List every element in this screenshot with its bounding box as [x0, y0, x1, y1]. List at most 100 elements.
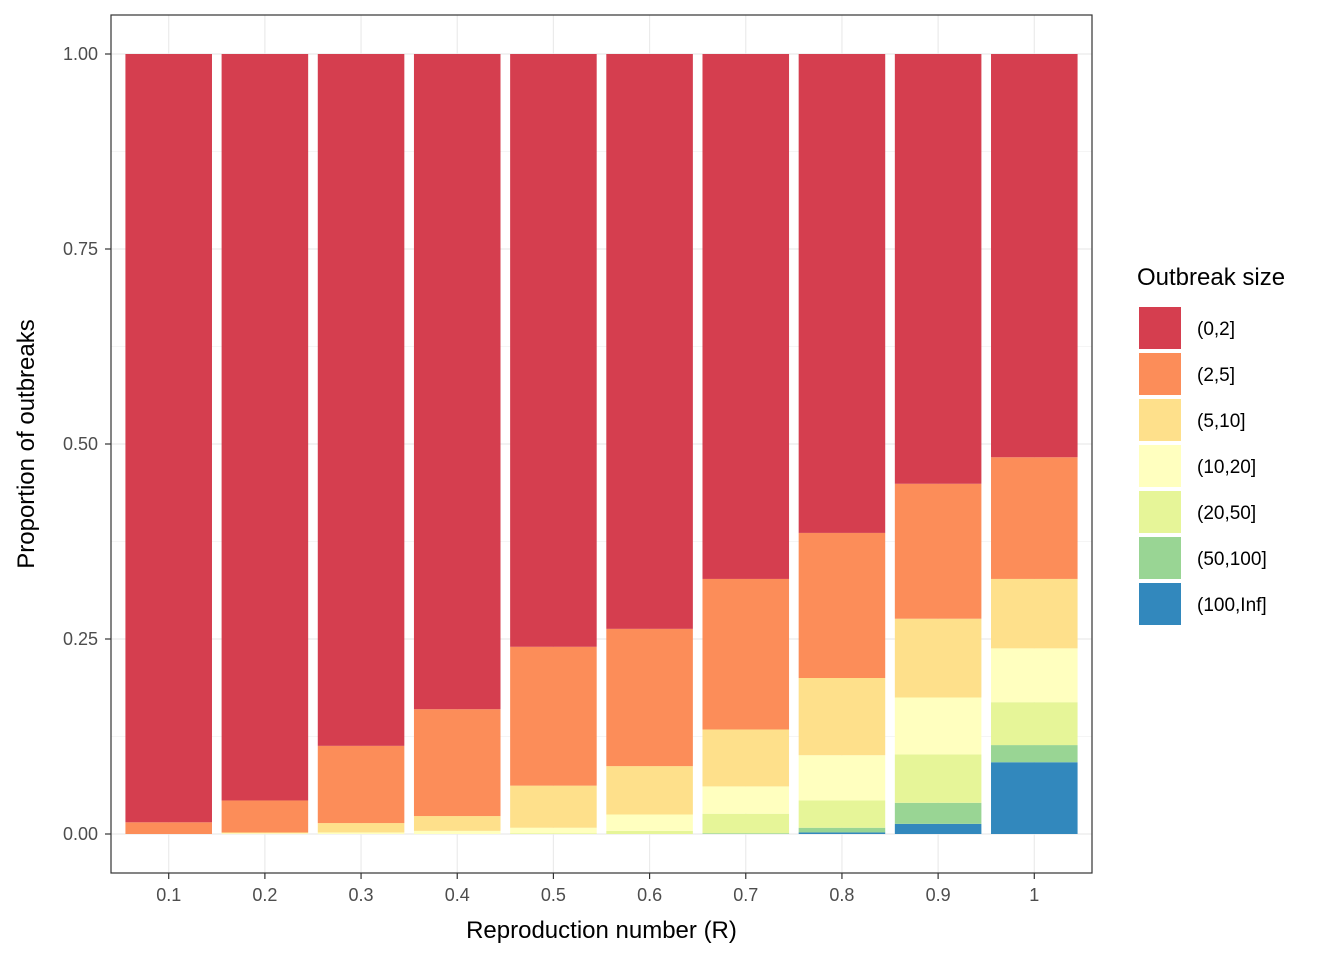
legend-swatch [1139, 399, 1181, 441]
legend-item: (2,5] [1139, 353, 1235, 395]
y-tick-label: 0.00 [63, 824, 98, 844]
legend-item: (5,10] [1139, 399, 1246, 441]
y-tick-label: 0.75 [63, 239, 98, 259]
bar-segment [991, 457, 1078, 579]
bar-segment [317, 54, 405, 746]
legend-item: (20,50] [1139, 491, 1256, 533]
x-tick-label: 0.8 [829, 885, 854, 905]
bar-segment [894, 802, 982, 824]
legend-label: (2,5] [1197, 365, 1235, 386]
bar-segment [894, 823, 982, 834]
bar-segment [413, 709, 501, 817]
x-axis: 0.1 0.2 0.3 0.4 0.5 0.6 0.7 0.8 0.9 1 [156, 873, 1039, 905]
x-axis-title: Reproduction number (R) [466, 917, 737, 944]
bar-segment [702, 578, 790, 730]
bar-segment [991, 578, 1078, 649]
bar-segment [702, 813, 790, 834]
x-tick-label: 0.6 [637, 885, 662, 905]
legend-swatch [1139, 445, 1181, 487]
x-tick-label: 0.3 [349, 885, 374, 905]
bar-segment [798, 832, 886, 834]
bar-segment [798, 678, 886, 756]
x-tick-label: 0.2 [252, 885, 277, 905]
bar-segment [221, 832, 309, 834]
bar-segment [510, 54, 597, 647]
y-tick-label: 0.50 [63, 434, 98, 454]
legend-label: (10,20] [1197, 457, 1256, 478]
legend-label: (20,50] [1197, 503, 1256, 524]
bar-stack-0.2 [221, 54, 309, 834]
bar-stack-0.5 [510, 54, 597, 834]
bar-segment [510, 646, 597, 786]
bar-segment [894, 483, 982, 619]
legend-swatch [1139, 537, 1181, 579]
bar-segment [702, 54, 790, 579]
legend-item: (100,Inf] [1139, 583, 1267, 625]
x-tick-label: 0.5 [541, 885, 566, 905]
bar-segment [317, 832, 405, 834]
bar-segment [125, 822, 212, 834]
bar-stack-0.1 [125, 54, 212, 834]
bar-stack-0.8 [798, 54, 886, 834]
bar-segment [606, 766, 693, 815]
bar-segment [991, 54, 1078, 458]
y-axis-title: Proportion of outbreaks [13, 319, 40, 568]
legend-label: (0,2] [1197, 319, 1235, 340]
legend-item: (0,2] [1139, 307, 1235, 349]
bar-segment [606, 814, 693, 831]
bar-segment [894, 754, 982, 803]
bar-segment [606, 54, 693, 629]
x-tick-label: 1 [1029, 885, 1039, 905]
legend-swatch [1139, 583, 1181, 625]
bar-segment [702, 786, 790, 814]
legend-item: (50,100] [1139, 537, 1267, 579]
legend-label: (100,Inf] [1197, 595, 1267, 616]
legend-swatch [1139, 307, 1181, 349]
bar-segment [510, 827, 597, 834]
bar-segment [991, 762, 1078, 834]
x-tick-label: 0.4 [445, 885, 470, 905]
bar-stack-0.6 [606, 54, 693, 834]
legend-swatch [1139, 353, 1181, 395]
bar-segment [413, 54, 501, 710]
bar-stack-0.4 [413, 54, 501, 834]
bars [125, 54, 1078, 834]
bar-stack-0.9 [894, 54, 982, 834]
bar-segment [510, 785, 597, 828]
bar-segment [125, 54, 212, 823]
x-tick-label: 0.1 [156, 885, 181, 905]
bar-segment [894, 697, 982, 755]
bar-segment [606, 628, 693, 767]
bar-segment [413, 816, 501, 831]
bar-segment [221, 54, 309, 801]
bar-segment [798, 532, 886, 678]
bar-segment [702, 833, 790, 834]
bar-stack-1 [991, 54, 1078, 834]
legend-items: (0,2] (2,5] (5,10] (10,20] (20,50] (50,100] (1… [1139, 307, 1267, 625]
legend-label: (5,10] [1197, 411, 1246, 432]
x-tick-label: 0.9 [926, 885, 951, 905]
legend: Outbreak size (0,2] (2,5] (5,10] (10,20] (20… [1137, 264, 1285, 625]
bar-segment [221, 833, 309, 834]
bar-segment [317, 745, 405, 824]
bar-segment [510, 833, 597, 834]
legend-item: (10,20] [1139, 445, 1256, 487]
x-tick-label: 0.7 [733, 885, 758, 905]
bar-segment [798, 800, 886, 828]
bar-segment [221, 800, 309, 833]
y-axis: 0.00 0.25 0.50 0.75 1.00 [63, 44, 111, 844]
bar-segment [894, 54, 982, 484]
bar-segment [798, 755, 886, 801]
y-tick-label: 1.00 [63, 44, 98, 64]
bar-segment [702, 729, 790, 787]
bar-segment [413, 830, 501, 834]
bar-segment [894, 618, 982, 698]
bar-segment [991, 702, 1078, 746]
bar-segment [606, 830, 693, 834]
bar-stack-0.3 [317, 54, 405, 834]
legend-label: (50,100] [1197, 549, 1267, 570]
legend-swatch [1139, 491, 1181, 533]
bar-segment [798, 827, 886, 833]
bar-stack-0.7 [702, 54, 790, 834]
